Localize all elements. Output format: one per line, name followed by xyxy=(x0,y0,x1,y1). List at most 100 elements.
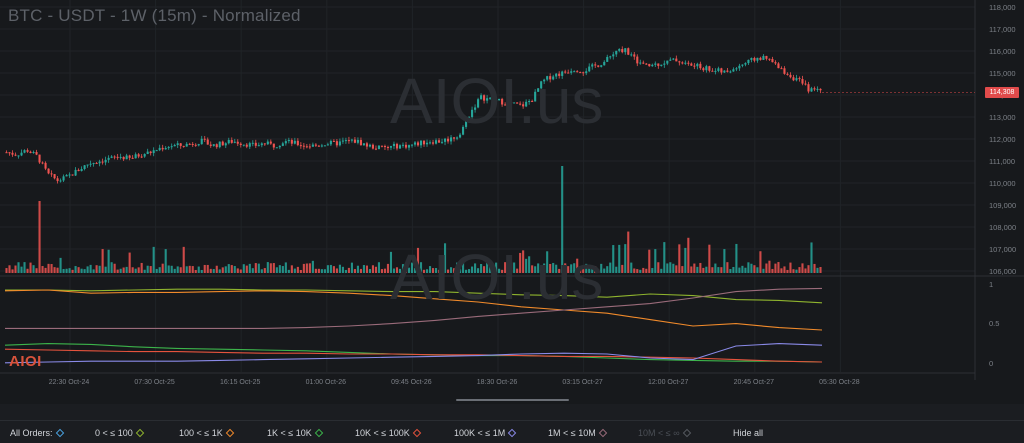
candle-body xyxy=(8,152,11,154)
filter-1k-10k[interactable]: 1K < ≤ 10K xyxy=(267,428,326,438)
volume-bar xyxy=(347,267,350,273)
candle-body xyxy=(278,145,281,148)
volume-bar xyxy=(636,269,639,273)
volume-bar xyxy=(612,245,615,273)
candle-body xyxy=(245,144,248,147)
candle-body xyxy=(434,140,438,144)
chart-canvas[interactable]: 118,000117,000116,000115,000114,000113,0… xyxy=(0,0,1024,404)
candle-body xyxy=(329,140,332,145)
candle-body xyxy=(732,69,735,72)
volume-bar xyxy=(158,267,161,273)
candle-body xyxy=(543,79,546,82)
volume-bar xyxy=(188,265,191,273)
volume-bar xyxy=(353,269,356,273)
candle-body xyxy=(645,63,648,65)
volume-bar xyxy=(257,263,260,273)
filter-100-1k[interactable]: 100 < ≤ 1K xyxy=(179,428,237,438)
volume-bar xyxy=(792,269,795,273)
volume-bar xyxy=(146,265,149,273)
volume-bar xyxy=(383,268,387,273)
volume-bar xyxy=(131,267,134,273)
volume-bar xyxy=(474,263,477,273)
candle-body xyxy=(801,79,804,84)
candle-body xyxy=(224,143,227,146)
candle-body xyxy=(648,63,651,67)
candle-body xyxy=(576,71,579,73)
chart-area[interactable]: 118,000117,000116,000115,000114,000113,0… xyxy=(0,0,1024,404)
candle-body xyxy=(341,140,344,142)
candle-body xyxy=(666,60,669,64)
volume-bar xyxy=(666,263,669,273)
filter-0-100[interactable]: 0 < ≤ 100 xyxy=(95,428,147,438)
candle-body xyxy=(669,59,672,61)
volume-bar xyxy=(531,265,534,273)
candle-body xyxy=(74,169,77,176)
candle-body xyxy=(753,58,756,61)
candle-body xyxy=(684,62,687,64)
filter-all-orders[interactable]: All Orders: xyxy=(10,428,67,438)
candle-body xyxy=(678,61,681,63)
candle-body xyxy=(335,141,338,146)
candle-body xyxy=(816,88,819,90)
volume-bar xyxy=(143,269,146,273)
candle-body xyxy=(398,145,402,149)
volume-bar xyxy=(11,269,14,273)
candle-body xyxy=(65,174,68,177)
filter-10m-inf[interactable]: 10M < ≤ ∞ xyxy=(638,428,694,438)
volume-bar xyxy=(606,266,609,273)
candle-body xyxy=(729,71,732,73)
filter-100k-1m[interactable]: 100K < ≤ 1M xyxy=(454,428,519,438)
time-tick-label: 05:30 Oct-28 xyxy=(819,379,860,386)
volume-bar xyxy=(197,266,200,273)
volume-bar xyxy=(440,268,444,273)
volume-bar xyxy=(434,268,438,273)
volume-bar xyxy=(522,250,525,273)
candle-body xyxy=(89,163,92,165)
filter-1m-10m[interactable]: 1M < ≤ 10M xyxy=(548,428,610,438)
candle-body xyxy=(116,156,119,158)
volume-bar xyxy=(167,265,170,273)
volume-bar xyxy=(425,269,429,273)
filter-10k-100k[interactable]: 10K < ≤ 100K xyxy=(355,428,424,438)
volume-bar xyxy=(570,264,573,273)
volume-bar xyxy=(741,265,744,273)
volume-bar xyxy=(368,269,371,273)
candle-body xyxy=(702,68,705,71)
volume-bar xyxy=(251,268,254,273)
candle-body xyxy=(152,150,155,154)
volume-bar xyxy=(44,267,47,273)
volume-bar xyxy=(317,268,320,273)
volume-bar xyxy=(684,247,687,273)
volume-bar xyxy=(65,268,68,273)
candle-body xyxy=(618,49,621,51)
volume-bar xyxy=(783,266,786,273)
volume-bar xyxy=(591,267,594,273)
volume-bar xyxy=(266,262,269,273)
candle-body xyxy=(92,162,95,164)
candle-body xyxy=(504,104,507,106)
chart-title: BTC - USDT - 1W (15m) - Normalized xyxy=(8,6,301,25)
time-tick-label: 01:00 Oct-26 xyxy=(306,379,347,386)
candle-body xyxy=(260,143,263,146)
volume-bar xyxy=(443,243,447,273)
hide-all-button[interactable]: Hide all xyxy=(733,428,764,438)
volume-bar xyxy=(786,269,789,273)
chart-scroll-handle[interactable] xyxy=(456,399,569,401)
candle-body xyxy=(540,81,543,89)
diamond-icon xyxy=(598,428,607,438)
volume-bar xyxy=(431,268,435,273)
volume-bar xyxy=(8,265,11,273)
candle-body xyxy=(531,101,534,103)
candle-body xyxy=(720,68,723,73)
candle-body xyxy=(687,62,690,64)
candle-body xyxy=(693,65,696,67)
volume-bar xyxy=(777,262,780,273)
volume-bar xyxy=(272,263,275,273)
volume-bar xyxy=(89,264,92,273)
candle-body xyxy=(474,107,477,110)
candle-body xyxy=(741,64,744,66)
volume-bar xyxy=(110,262,113,273)
candle-body xyxy=(239,143,242,146)
candle-body xyxy=(254,142,257,146)
candle-body xyxy=(338,141,341,146)
